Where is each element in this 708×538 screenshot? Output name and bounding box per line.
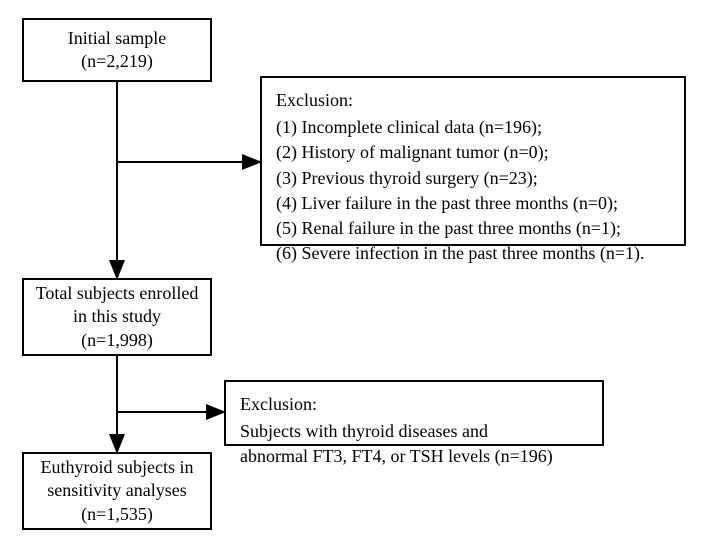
exclusion-1-item-4: (4) Liver failure in the past three mont… xyxy=(276,191,670,216)
euthyroid-line2: sensitivity analyses xyxy=(47,479,186,502)
initial-sample-box: Initial sample (n=2,219) xyxy=(22,18,212,82)
total-line2: in this study xyxy=(73,305,161,328)
exclusion-1-item-5: (5) Renal failure in the past three mont… xyxy=(276,216,670,241)
exclusion-2-box: Exclusion: Subjects with thyroid disease… xyxy=(224,380,604,446)
initial-sample-line1: Initial sample xyxy=(68,27,166,50)
exclusion-1-title: Exclusion: xyxy=(276,88,670,113)
exclusion-1-item-1: (1) Incomplete clinical data (n=196); xyxy=(276,115,670,140)
initial-sample-line2: (n=2,219) xyxy=(81,50,153,73)
exclusion-1-item-6: (6) Severe infection in the past three m… xyxy=(276,241,670,266)
euthyroid-line3: (n=1,535) xyxy=(81,503,153,526)
exclusion-2-title: Exclusion: xyxy=(240,392,588,417)
total-line3: (n=1,998) xyxy=(81,329,153,352)
euthyroid-box: Euthyroid subjects in sensitivity analys… xyxy=(22,452,212,530)
total-line1: Total subjects enrolled xyxy=(36,282,199,305)
exclusion-2-item-2: abnormal FT3, FT4, or TSH levels (n=196) xyxy=(240,444,588,469)
exclusion-1-item-2: (2) History of malignant tumor (n=0); xyxy=(276,140,670,165)
exclusion-2-item-1: Subjects with thyroid diseases and xyxy=(240,419,588,444)
exclusion-1-item-3: (3) Previous thyroid surgery (n=23); xyxy=(276,166,670,191)
euthyroid-line1: Euthyroid subjects in xyxy=(41,456,194,479)
exclusion-1-box: Exclusion: (1) Incomplete clinical data … xyxy=(260,76,686,246)
total-subjects-box: Total subjects enrolled in this study (n… xyxy=(22,278,212,356)
